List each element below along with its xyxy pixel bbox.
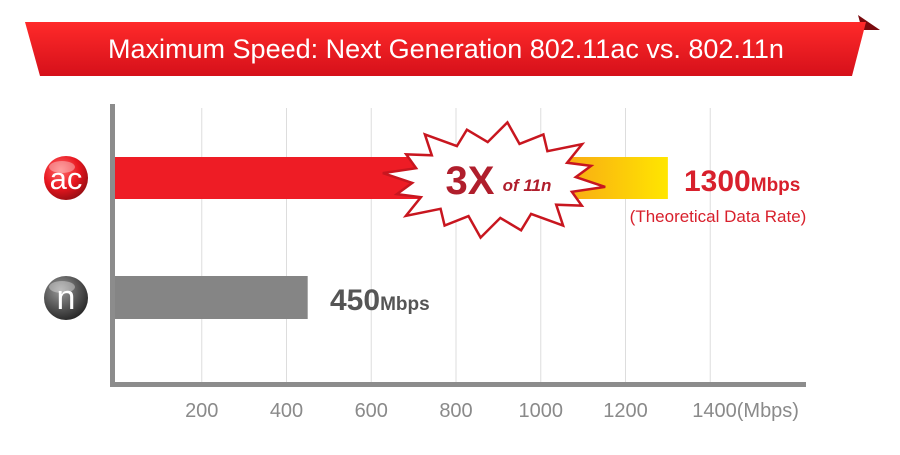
burst-big-text: 3X (446, 159, 495, 203)
ac-value-number: 1300 (684, 165, 751, 198)
banner-ribbon (25, 22, 866, 76)
x-tick-label: 1400(Mbps) (692, 400, 799, 422)
speed-multiplier-burst: 3X of 11n (382, 120, 606, 240)
x-tick-label: 600 (355, 400, 388, 422)
ac-value-note: (Theoretical Data Rate) (630, 207, 807, 226)
x-tick-label: 400 (270, 400, 303, 422)
badge-highlight (49, 281, 75, 293)
n-badge-icon (44, 276, 88, 320)
bar-n (115, 276, 308, 319)
chart-title: Maximum Speed: Next Generation 802.11ac … (108, 34, 784, 64)
burst-small-text: of 11n (503, 176, 552, 195)
ac-value-label: 1300Mbps (684, 165, 800, 198)
title-banner: Maximum Speed: Next Generation 802.11ac … (25, 15, 880, 76)
bar-ac (115, 157, 668, 199)
category-badges: ac n (44, 156, 88, 320)
x-tick-label: 200 (185, 400, 218, 422)
ac-value-unit: Mbps (751, 175, 801, 196)
x-tick-labels: 200 400 600 800 1000 1200 1400(Mbps) (185, 400, 799, 422)
x-tick-label: 1200 (603, 400, 648, 422)
axes (110, 104, 806, 387)
starburst-shape (382, 120, 606, 240)
n-value-number: 450 (330, 284, 380, 317)
badge-label: n (57, 279, 76, 317)
x-tick-label: 1000 (519, 400, 564, 422)
badge-highlight (49, 161, 75, 173)
value-labels: 1300Mbps(Theoretical Data Rate)450Mbps (330, 165, 806, 317)
x-tick-label: 800 (439, 400, 472, 422)
n-value-label: 450Mbps (330, 284, 430, 317)
ac-badge-icon (44, 156, 88, 200)
n-value-unit: Mbps (380, 294, 430, 315)
badge-label: ac (50, 161, 83, 196)
